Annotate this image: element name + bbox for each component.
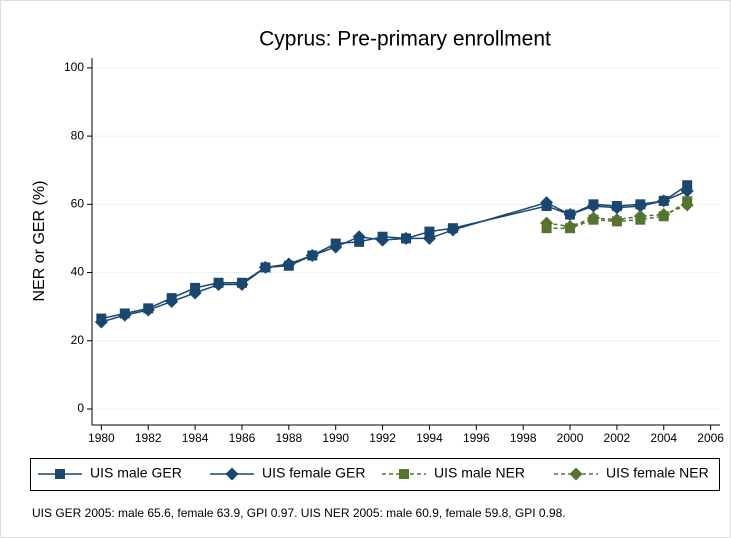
chart-title: Cyprus: Pre-primary enrollment [259,28,551,51]
marker [657,208,671,222]
marker [563,208,577,222]
marker [188,286,202,300]
y-tick-label: 60 [71,196,85,210]
marker [399,469,409,479]
marker [141,303,155,317]
marker [586,199,600,213]
marker [540,196,554,210]
marker [165,295,179,309]
x-tick-label: 1996 [463,431,490,445]
x-tick-label: 2000 [557,431,584,445]
marker [680,198,694,212]
x-tick-label: 1980 [88,431,115,445]
marker [118,308,132,322]
x-tick-label: 1990 [322,431,349,445]
marker [657,194,671,208]
marker [610,213,624,227]
marker [424,226,435,237]
y-tick-label: 80 [71,128,85,142]
marker [376,233,390,247]
marker [563,219,577,233]
y-tick-label: 0 [77,401,84,415]
y-tick-label: 20 [71,333,85,347]
marker [235,277,249,291]
x-tick-label: 1984 [182,431,209,445]
x-tick-label: 1986 [229,431,256,445]
marker [258,260,272,274]
marker [282,257,296,271]
x-tick-label: 1992 [369,431,396,445]
marker [633,209,647,223]
marker [329,240,343,254]
x-tick-label: 1982 [135,431,162,445]
x-tick-label: 2002 [604,431,631,445]
legend-label: UIS female GER [262,465,365,481]
note: UIS GER 2005: male 65.6, female 63.9, GP… [32,506,566,520]
marker [680,184,694,198]
x-tick-label: 2004 [650,431,677,445]
x-tick-label: 1988 [275,431,302,445]
marker [305,248,319,262]
marker [94,315,108,329]
marker [633,199,647,213]
legend-label: UIS female NER [606,465,709,481]
marker [422,231,436,245]
marker [586,211,600,225]
x-tick-label: 2006 [697,431,724,445]
x-tick-label: 1994 [416,431,443,445]
legend-box [30,458,720,491]
y-tick-label: 40 [71,265,85,279]
marker [352,230,366,244]
legend-label: UIS male NER [434,465,525,481]
marker [610,201,624,215]
marker [225,467,239,481]
marker [399,231,413,245]
y-axis-label: NER or GER (%) [31,181,48,302]
marker [569,467,583,481]
legend-label: UIS male GER [90,465,182,481]
marker [55,469,65,479]
x-tick-label: 1998 [510,431,537,445]
marker [446,223,460,237]
marker [540,216,554,230]
y-tick-label: 100 [64,60,84,74]
marker [212,277,226,291]
